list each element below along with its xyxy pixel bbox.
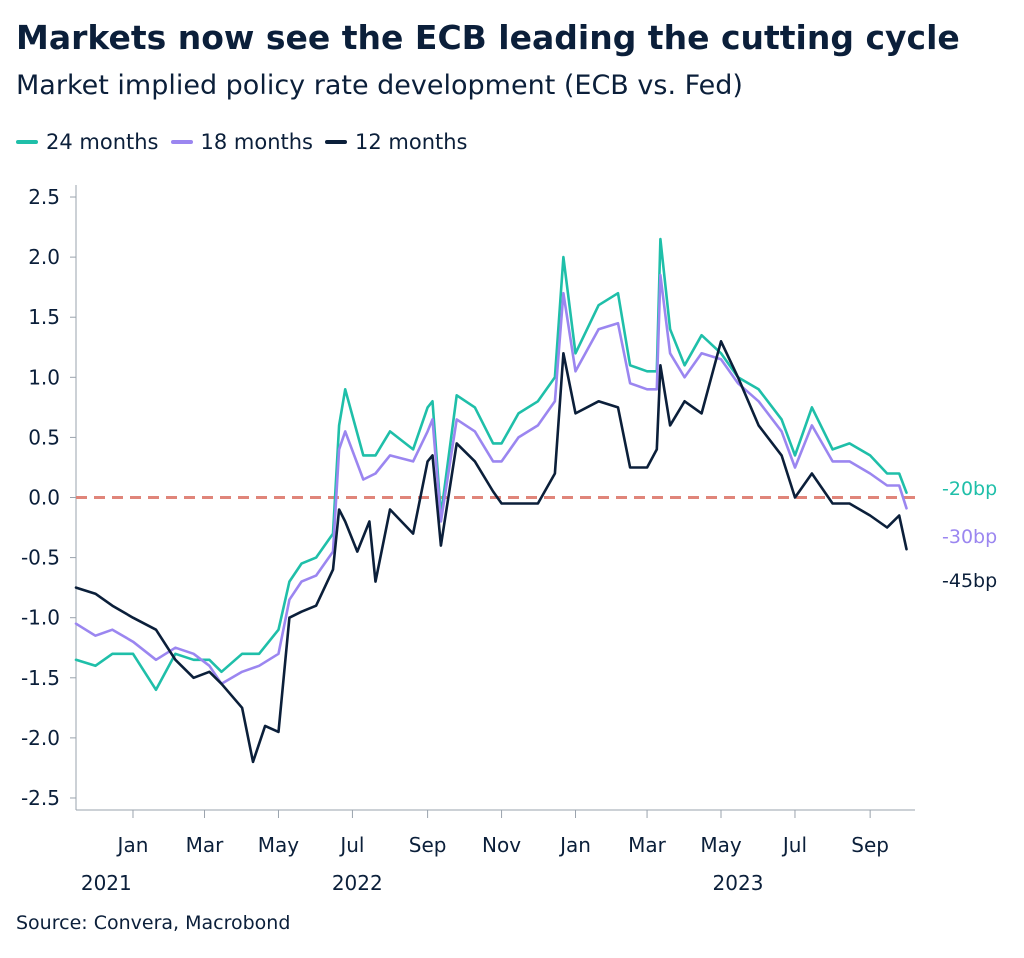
end-label-18-months: -30bp [942, 526, 997, 548]
x-tick-label: May [258, 833, 300, 857]
x-year-label: 2022 [332, 871, 383, 895]
x-year-label: 2021 [81, 871, 132, 895]
x-tick-label: Jul [781, 833, 807, 857]
y-tick-label: -1.5 [21, 666, 60, 690]
x-tick-label: Sep [851, 833, 889, 857]
x-year-label: 2023 [713, 871, 764, 895]
legend-label-12-months: 12 months [355, 130, 468, 154]
y-tick-label: 0.5 [28, 425, 60, 449]
y-tick-label: -0.5 [21, 546, 60, 570]
x-tick-label: Jul [338, 833, 364, 857]
y-tick-label: 2.0 [28, 245, 60, 269]
legend-swatch-12-months [325, 140, 347, 144]
end-label-12-months: -45bp [942, 570, 997, 592]
source-note: Source: Convera, Macrobond [16, 912, 291, 934]
series-line-24-months [74, 237, 908, 692]
y-tick-label: -2.0 [21, 726, 60, 750]
x-tick-label: Jan [558, 833, 591, 857]
x-tick-label: Jan [116, 833, 149, 857]
y-tick-label: 0.0 [28, 486, 60, 510]
y-tick-label: -2.5 [21, 786, 60, 810]
legend-swatch-24-months [16, 140, 38, 144]
legend-swatch-18-months [170, 140, 193, 144]
legend-label-24-months: 24 months [46, 130, 159, 154]
x-tick-label: May [700, 833, 742, 857]
series-line-12-months [74, 339, 908, 764]
legend-item-12-months: 12 months [325, 130, 468, 154]
end-label-24-months: -20bp [942, 478, 997, 500]
y-tick-label: 2.5 [28, 185, 60, 209]
legend-label-18-months: 18 months [200, 130, 314, 154]
x-tick-label: Sep [409, 833, 447, 857]
chart-title: Markets now see the ECB leading the cutt… [16, 18, 960, 57]
legend-item-18-months: 18 months [170, 130, 314, 154]
chart-legend: 24 months 18 months 12 months [16, 130, 468, 154]
x-tick-label: Nov [482, 833, 521, 857]
y-tick-label: -1.0 [21, 606, 60, 630]
y-tick-label: 1.5 [28, 305, 60, 329]
x-tick-label: Mar [186, 833, 225, 857]
series-line-18-months [74, 273, 908, 686]
legend-item-24-months: 24 months [16, 130, 159, 154]
chart-subtitle: Market implied policy rate development (… [16, 70, 743, 101]
x-tick-label: Mar [628, 833, 667, 857]
y-tick-label: 1.0 [28, 365, 60, 389]
